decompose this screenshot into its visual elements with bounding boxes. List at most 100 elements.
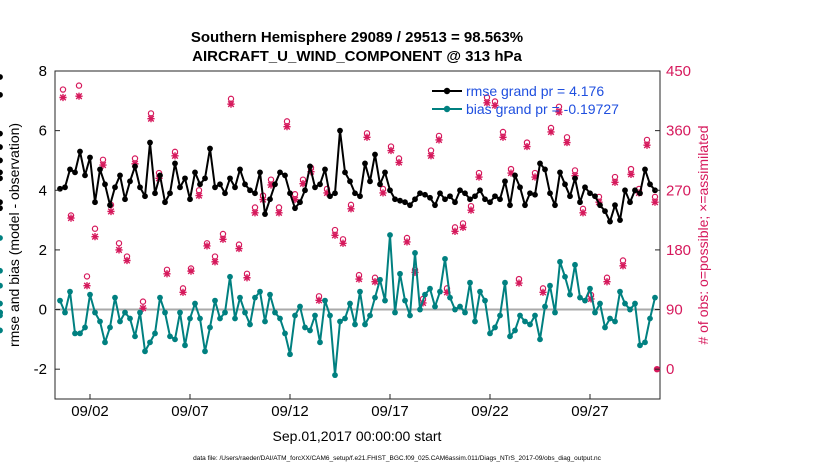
rmse-point: [0, 205, 3, 212]
bias-point: [537, 336, 543, 343]
rmse-point: [372, 151, 378, 158]
obs-assimilated-point: [555, 108, 563, 116]
bias-point: [562, 273, 568, 280]
bias-point: [572, 261, 578, 268]
obs-assimilated-point: [75, 92, 83, 100]
rmse-point: [167, 190, 173, 197]
rmse-point: [252, 190, 258, 197]
legend-rmse-label: rmse grand pr = 4.176: [466, 83, 604, 99]
obs-possible-point: [59, 86, 67, 93]
y-right-tick-label: 360: [666, 123, 691, 140]
bias-point: [0, 300, 3, 307]
rmse-point: [127, 178, 133, 185]
rmse-point: [497, 196, 503, 203]
rmse-point: [357, 193, 363, 200]
bias-point: [357, 288, 363, 295]
y-left-tick-label: 8: [39, 63, 47, 80]
bias-point: [397, 270, 403, 277]
rmse-point: [227, 175, 233, 182]
rmse-point: [487, 199, 493, 206]
bias-point: [162, 309, 168, 316]
bias-point: [302, 324, 308, 331]
rmse-point: [272, 181, 278, 188]
bias-point: [107, 324, 113, 331]
rmse-point: [137, 184, 143, 191]
obs-possible-point: [75, 82, 83, 89]
rmse-line: [59, 129, 656, 223]
rmse-point: [482, 196, 488, 203]
rmse-point: [637, 190, 643, 197]
bias-point: [482, 297, 488, 304]
obs-assimilated-point: [115, 246, 123, 254]
bias-point: [382, 297, 388, 304]
bias-point: [417, 306, 423, 313]
obs-assimilated-point: [443, 288, 451, 296]
obs-assimilated-point: [163, 270, 171, 278]
obs-assimilated-point: [371, 278, 379, 286]
rmse-point: [447, 193, 453, 200]
bias-point: [247, 321, 253, 328]
obs-assimilated-point: [379, 189, 387, 197]
rmse-point: [107, 202, 113, 209]
obs-assimilated-point: [211, 258, 219, 266]
bias-point: [507, 333, 513, 340]
bias-point: [172, 336, 178, 343]
bias-point: [362, 321, 368, 328]
rmse-point: [202, 175, 208, 182]
bias-point: [257, 288, 263, 295]
bias-point: [77, 330, 83, 337]
bias-point: [237, 294, 243, 301]
rmse-point: [317, 181, 323, 188]
bias-point: [0, 267, 3, 274]
rmse-point: [177, 184, 183, 191]
obs-assimilated-point: [651, 198, 659, 206]
bias-point: [267, 291, 273, 298]
rmse-point: [432, 202, 438, 209]
obs-assimilated-point: [499, 133, 507, 141]
obs-assimilated-point: [283, 123, 291, 131]
rmse-point: [197, 181, 203, 188]
x-tick-label: 09/17: [371, 403, 409, 420]
rmse-point: [287, 190, 293, 197]
obs-assimilated-point: [627, 170, 635, 178]
bias-point: [132, 333, 138, 340]
bias-point: [72, 330, 78, 337]
rmse-point: [387, 187, 393, 194]
bias-point: [307, 327, 313, 334]
bias-point: [137, 309, 143, 316]
rmse-point: [602, 208, 608, 215]
rmse-point: [597, 202, 603, 209]
bias-point: [512, 327, 518, 334]
obs-assimilated-point: [619, 262, 627, 270]
obs-assimilated-point: [459, 223, 467, 231]
bias-point: [287, 351, 293, 358]
bias-point: [0, 309, 3, 316]
bias-point: [392, 309, 398, 316]
x-tick-label: 09/22: [471, 403, 509, 420]
obs-assimilated-point: [475, 173, 483, 181]
obs-assimilated-point: [355, 275, 363, 283]
rmse-point: [462, 190, 468, 197]
obs-assimilated-point: [195, 191, 203, 200]
bias-point: [532, 312, 538, 319]
rmse-point: [352, 190, 358, 197]
rmse-point: [122, 196, 128, 203]
obs-assimilated-point: [251, 209, 259, 217]
rmse-point: [0, 91, 3, 98]
bias-point: [352, 321, 358, 328]
bias-point: [282, 330, 288, 337]
y-axis-left-label: rmse and bias (model - observation): [6, 123, 22, 347]
obs-count-layer: [59, 82, 661, 373]
rmse-point: [262, 211, 268, 218]
bias-point: [227, 273, 233, 280]
chart-title-line2: AIRCRAFT_U_WIND_COMPONENT @ 313 hPa: [192, 48, 522, 65]
y-left-tick-label: 0: [39, 302, 47, 319]
obs-assimilated-point: [547, 128, 555, 136]
bias-point: [322, 297, 328, 304]
rmse-point: [187, 196, 193, 203]
x-tick-label: 09/27: [571, 403, 609, 420]
rmse-point: [382, 169, 388, 176]
rmse-point: [452, 199, 458, 206]
y-left-tick-label: 4: [39, 182, 47, 199]
obs-assimilated-point: [187, 267, 195, 275]
